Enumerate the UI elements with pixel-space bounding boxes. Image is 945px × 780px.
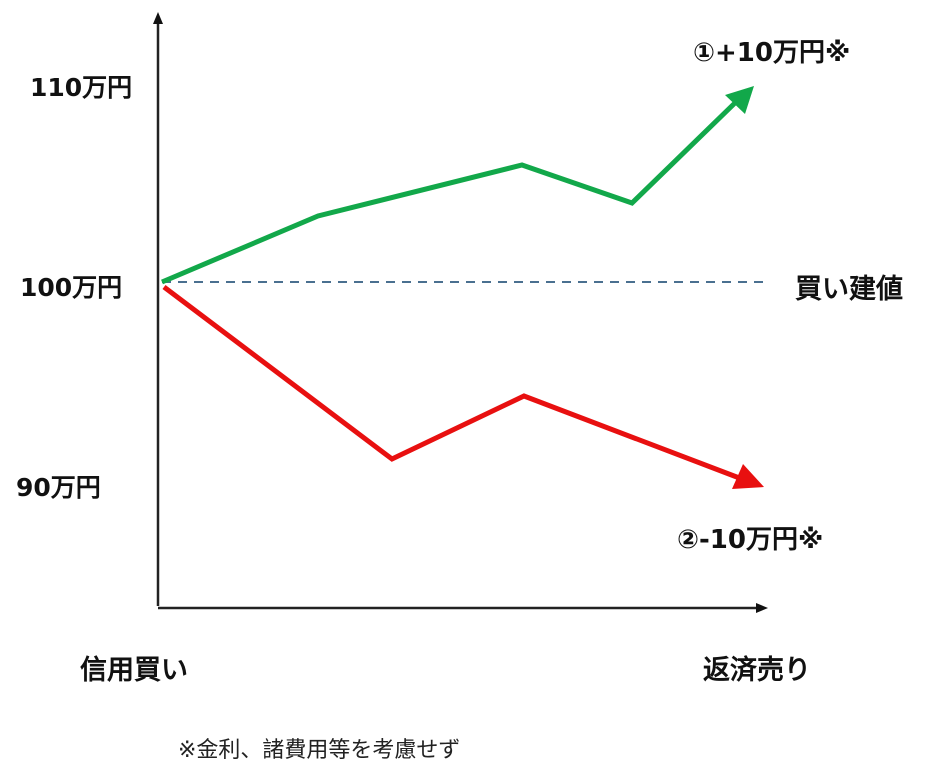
footnote: ※金利、諸費用等を考慮せず [178, 738, 461, 763]
x-label-end: 返済売り [703, 655, 811, 686]
y-tick-100: 100万円 [20, 273, 123, 302]
gain-arrowhead-icon [725, 86, 754, 114]
loss-series-line [162, 285, 743, 482]
loss-arrowhead-icon [732, 464, 764, 489]
y-axis-arrow-icon [153, 12, 163, 24]
x-label-start: 信用買い [80, 655, 188, 686]
gain-series-line [161, 98, 740, 285]
y-tick-110: 110万円 [30, 73, 133, 102]
x-axis-arrow-icon [756, 603, 768, 613]
y-tick-90: 90万円 [16, 473, 101, 502]
entry-price-label: 買い建値 [795, 274, 903, 305]
gain-annotation: ①+10万円※ [693, 38, 851, 68]
loss-annotation: ②-10万円※ [677, 525, 824, 555]
